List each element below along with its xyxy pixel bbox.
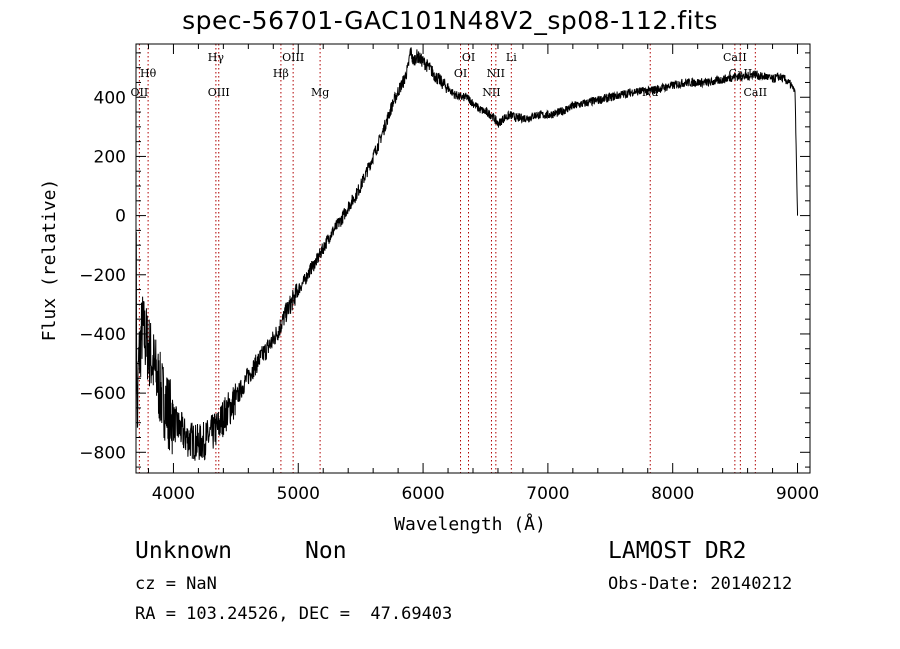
observation-date: Obs-Date: 20140212 [608,574,793,594]
x-tick-label: 5000 [277,484,320,504]
spectral-line-label: OII [131,86,149,99]
y-tick-label: −400 [79,325,126,345]
y-tick-label: −200 [79,266,126,286]
y-axis-label: Flux (relative) [39,179,60,342]
x-tick-label: 9000 [776,484,819,504]
redshift-text: cz = NaN [135,574,217,594]
x-axis-label: Wavelength (Å) [394,513,546,535]
axes-layer: 4000 5000 6000 7000 8000 9000−800−600−400−200… [79,44,819,504]
spectral-line-label: Li [506,51,517,64]
line-markers-layer: OIIHθHγOIIIHβOIIIMgOIOINIINIILiNaCaIICaI… [131,44,767,473]
spectral-line-label: CaII [743,86,767,99]
spectral-line-label: NII [482,86,500,99]
y-tick-label: 400 [94,88,126,108]
spectral-line-label: Hθ [140,67,157,80]
x-tick-label: 7000 [526,484,569,504]
y-tick-label: 200 [94,147,126,167]
coordinates-text: RA = 103.24526, DEC = 47.69403 [135,604,453,624]
spectral-line-label: Hβ [273,67,289,80]
x-tick-label: 6000 [401,484,444,504]
spectral-line-label: OI [462,51,475,64]
spectral-line-label: Mg [311,86,329,99]
x-tick-label: 8000 [651,484,694,504]
spectrum-series-line [135,47,798,461]
spectral-line-label: Hγ [208,51,225,64]
survey-name: LAMOST DR2 [608,538,747,564]
plot-frame [135,43,811,474]
y-tick-label: 0 [115,207,126,227]
chart-title: spec-56701-GAC101N48V2_sp08-112.fits [182,6,718,35]
object-class: Unknown [135,538,232,564]
spectral-line-label: NII [487,67,505,80]
spectral-line-label: OI [454,67,467,80]
y-tick-label: −800 [79,443,126,463]
x-tick-label: 4000 [152,484,195,504]
spectral-line-label: OIII [282,51,304,64]
object-subclass: Non [305,538,347,564]
y-tick-label: −600 [79,384,126,404]
spectral-line-label: OIII [208,86,230,99]
spectral-line-label: CaII [723,51,747,64]
